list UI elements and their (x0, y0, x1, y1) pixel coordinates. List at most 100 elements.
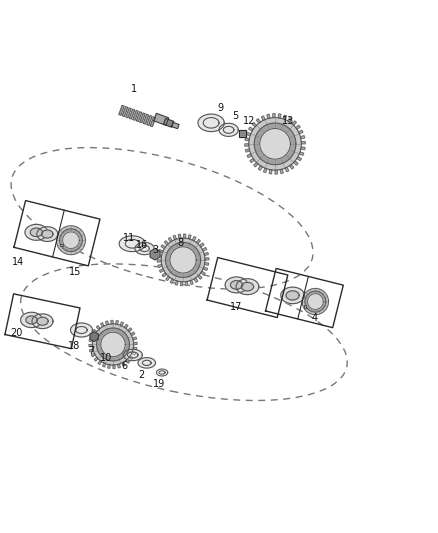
Polygon shape (236, 279, 259, 295)
Polygon shape (256, 119, 261, 123)
Circle shape (166, 243, 201, 278)
Polygon shape (285, 167, 289, 172)
Polygon shape (184, 234, 186, 238)
Text: 6: 6 (122, 361, 128, 372)
Polygon shape (32, 314, 53, 329)
Polygon shape (280, 169, 283, 174)
Polygon shape (190, 280, 193, 285)
Bar (304, 305, 306, 308)
Polygon shape (281, 287, 304, 304)
Text: 12: 12 (243, 116, 255, 126)
Polygon shape (171, 122, 179, 128)
Text: 1: 1 (131, 84, 137, 94)
Circle shape (302, 288, 328, 314)
Polygon shape (129, 109, 135, 119)
Polygon shape (252, 123, 257, 127)
Polygon shape (154, 114, 169, 125)
Polygon shape (170, 279, 174, 284)
Circle shape (305, 291, 326, 312)
Polygon shape (205, 258, 209, 260)
Polygon shape (90, 332, 99, 342)
Polygon shape (108, 365, 110, 368)
Text: 2: 2 (138, 370, 144, 379)
Polygon shape (254, 163, 258, 167)
Circle shape (161, 238, 205, 282)
Polygon shape (245, 149, 250, 152)
Polygon shape (128, 328, 132, 332)
Polygon shape (166, 276, 170, 280)
Polygon shape (135, 243, 154, 255)
Polygon shape (117, 364, 120, 368)
Polygon shape (288, 117, 292, 122)
Polygon shape (247, 154, 252, 158)
Polygon shape (286, 291, 299, 300)
Polygon shape (71, 323, 92, 337)
Polygon shape (106, 321, 109, 325)
Polygon shape (122, 362, 125, 366)
Polygon shape (269, 169, 272, 174)
Polygon shape (296, 125, 300, 130)
Polygon shape (201, 271, 205, 275)
Polygon shape (30, 228, 42, 237)
Circle shape (63, 232, 79, 248)
Text: 4: 4 (311, 313, 318, 323)
Polygon shape (156, 369, 168, 376)
Polygon shape (175, 281, 178, 285)
Polygon shape (275, 170, 277, 174)
Circle shape (260, 128, 290, 159)
Polygon shape (25, 224, 48, 240)
Polygon shape (126, 108, 131, 118)
Polygon shape (158, 264, 162, 268)
Circle shape (249, 118, 301, 170)
Polygon shape (131, 352, 135, 355)
Polygon shape (96, 326, 100, 329)
Polygon shape (258, 166, 262, 170)
Polygon shape (98, 360, 102, 365)
Polygon shape (136, 112, 142, 122)
Polygon shape (89, 339, 93, 342)
Polygon shape (102, 363, 106, 367)
Polygon shape (298, 130, 303, 134)
Text: 16: 16 (136, 240, 148, 249)
Bar (239, 130, 246, 137)
Polygon shape (101, 323, 104, 327)
Polygon shape (300, 136, 305, 139)
Polygon shape (111, 320, 113, 324)
Polygon shape (192, 237, 196, 241)
Polygon shape (150, 117, 156, 127)
Polygon shape (261, 116, 265, 120)
Polygon shape (119, 236, 145, 252)
Polygon shape (147, 116, 152, 125)
Polygon shape (278, 114, 281, 118)
Circle shape (60, 229, 82, 252)
Polygon shape (241, 282, 254, 291)
Polygon shape (119, 106, 124, 115)
Polygon shape (250, 158, 254, 163)
Polygon shape (42, 230, 53, 238)
Polygon shape (113, 365, 115, 368)
Polygon shape (91, 334, 95, 337)
Polygon shape (21, 312, 42, 328)
Polygon shape (245, 144, 249, 146)
Polygon shape (198, 114, 224, 132)
Circle shape (307, 294, 323, 310)
Polygon shape (159, 269, 164, 272)
Polygon shape (143, 114, 149, 124)
Text: 3: 3 (152, 245, 158, 255)
Polygon shape (163, 118, 174, 127)
Text: 18: 18 (68, 341, 81, 351)
Polygon shape (194, 278, 198, 282)
Polygon shape (219, 123, 238, 136)
Polygon shape (264, 168, 267, 173)
Circle shape (254, 123, 296, 165)
Polygon shape (37, 317, 48, 325)
Polygon shape (116, 320, 118, 325)
Polygon shape (205, 263, 209, 265)
Polygon shape (198, 275, 202, 279)
Polygon shape (168, 238, 172, 242)
Text: 9: 9 (217, 103, 223, 113)
Polygon shape (293, 161, 298, 165)
Text: 20: 20 (11, 328, 23, 338)
Polygon shape (204, 253, 208, 255)
Text: 13: 13 (282, 116, 294, 126)
